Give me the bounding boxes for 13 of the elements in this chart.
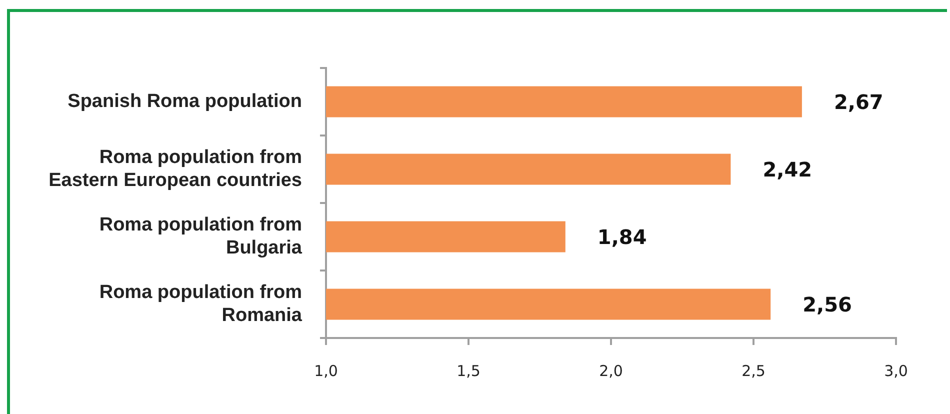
data-label: 2,67	[834, 90, 884, 114]
y-tick-label: Spanish Roma population	[68, 90, 302, 112]
x-tick-label: 1,0	[314, 362, 338, 380]
x-tick-label: 2,0	[599, 362, 623, 380]
y-tick-label: Roma population from Bulgaria	[99, 214, 302, 258]
data-label: 2,42	[762, 157, 812, 182]
x-tick-label: 1,5	[456, 362, 480, 380]
data-label: 2,56	[802, 292, 852, 316]
y-tick-label: Roma population from Romania	[99, 282, 302, 326]
y-tick-label: Roma population from Eastern European countries	[48, 147, 302, 191]
data-label: 1,84	[597, 224, 647, 249]
x-tick-label: 3,0	[884, 362, 908, 380]
x-tick-label: 2,5	[742, 362, 766, 380]
